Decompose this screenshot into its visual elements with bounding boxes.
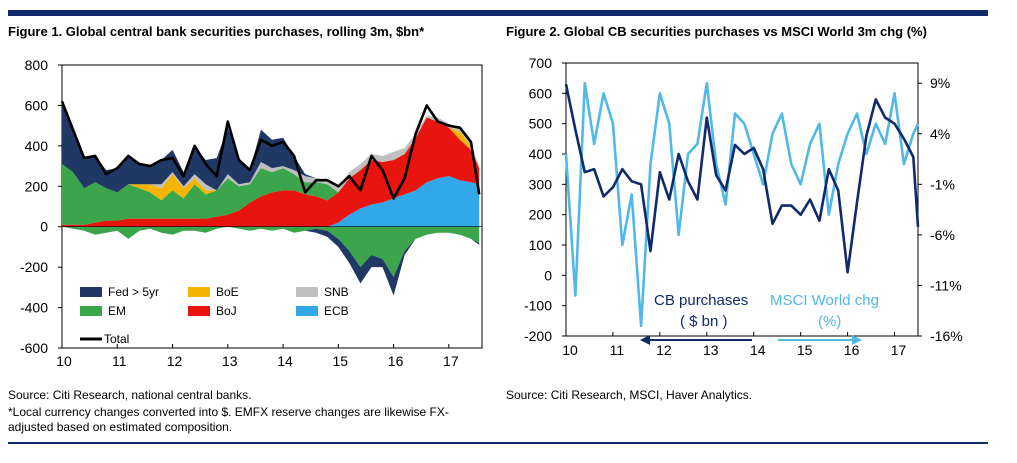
fig1-legend-label-boe: BoE xyxy=(216,285,239,299)
fig1-legend-swatch-ecb xyxy=(296,306,318,316)
fig2-xtick-label: 17 xyxy=(891,342,907,358)
fig1-area-ecb xyxy=(62,176,480,227)
fig1-legend-label-em: EM xyxy=(108,304,126,318)
fig1-legend-label-boj: BoJ xyxy=(216,304,237,318)
fig2-cb-annotation-line1: CB purchases xyxy=(654,292,748,309)
fig1-total-line xyxy=(60,100,481,200)
fig1-area-em-negative- xyxy=(62,226,480,278)
fig2-cb-line xyxy=(564,83,920,274)
fig1-legend-swatch-em xyxy=(80,306,102,316)
fig1-xtick-label: 10 xyxy=(56,353,72,369)
fig1-legend-label-total: Total xyxy=(104,332,129,346)
fig2-msci-line xyxy=(564,81,920,328)
fig1-ytick-label: 0 xyxy=(40,219,48,235)
fig1-area-fed-5yr xyxy=(62,101,480,193)
fig2-cb-annotation-line2: ( $ bn ) xyxy=(680,313,728,330)
fig2-y2tick-label: -1% xyxy=(930,176,955,192)
fig1-ytick-label: 200 xyxy=(25,178,49,194)
fig2-ytick-label: 300 xyxy=(529,176,553,192)
fig2-ytick-label: 400 xyxy=(529,146,553,162)
fig2-y2tick-label: -16% xyxy=(930,328,963,344)
bottom-rule xyxy=(8,442,988,444)
fig2-y2tick-label: -11% xyxy=(930,277,962,293)
fig1-legend-swatch-fed xyxy=(80,287,102,297)
fig1-ytick-label: -200 xyxy=(20,259,48,275)
fig1-legend-swatch-snb xyxy=(296,287,318,297)
fig1-xtick-label: 15 xyxy=(333,353,349,369)
fig2-ytick-label: 0 xyxy=(544,267,552,283)
fig1-area-boj xyxy=(62,117,480,227)
fig2-xtick-label: 16 xyxy=(844,342,860,358)
fig2-xtick-label: 14 xyxy=(750,342,766,358)
top-rule xyxy=(8,10,988,16)
fig2-y2tick-label: -6% xyxy=(930,227,955,243)
fig1-ytick-label: -600 xyxy=(20,340,48,356)
fig2-msci-annotation-line2: (%) xyxy=(818,313,841,330)
fig2-plot-frame xyxy=(565,62,919,337)
fig1-ytick-label: 600 xyxy=(25,97,49,113)
fig1-legend-swatch-boj xyxy=(188,306,210,316)
fig2-xtick-label: 10 xyxy=(562,342,578,358)
fig1-ytick-label: 400 xyxy=(25,138,49,154)
fig2-ytick-label: 100 xyxy=(529,237,553,253)
fig1-ytick-label: -400 xyxy=(20,300,48,316)
fig1-area-em xyxy=(62,117,480,225)
fig2-ytick-label: 700 xyxy=(529,55,553,71)
fig1-xtick-label: 17 xyxy=(443,353,459,369)
fig2-ytick-label: 600 xyxy=(529,85,553,101)
figure1-source: Source: Citi Research, national central … xyxy=(8,388,252,402)
fig1-area-snb xyxy=(62,115,480,193)
fig2-ytick-label: -200 xyxy=(524,328,552,344)
figure2-source: Source: Citi Research, MSCI, Haver Analy… xyxy=(506,388,753,402)
fig2-ytick-label: 500 xyxy=(529,116,553,132)
fig2-y2tick-label: 9% xyxy=(930,75,950,91)
fig2-ytick-label: -100 xyxy=(524,298,552,314)
fig2-msci-arrow-head xyxy=(852,335,862,345)
fig1-xtick-label: 16 xyxy=(388,353,404,369)
figure1-title: Figure 1. Global central bank securities… xyxy=(8,24,425,39)
fig1-xtick-label: 11 xyxy=(112,353,127,369)
fig1-legend-label-snb: SNB xyxy=(324,285,349,299)
fig2-xtick-label: 12 xyxy=(656,342,672,358)
fig1-xtick-label: 12 xyxy=(167,353,183,369)
fig2-y2tick-label: 4% xyxy=(930,126,950,142)
figure1-footnote-line2: adjusted based on estimated composition. xyxy=(8,420,233,434)
fig2-msci-annotation-line1: MSCI World chg xyxy=(770,292,879,309)
fig1-legend-label-fed: Fed > 5yr xyxy=(108,285,159,299)
fig1-ytick-label: 800 xyxy=(25,57,49,73)
fig2-ytick-label: 200 xyxy=(529,207,553,223)
fig1-xtick-label: 13 xyxy=(222,353,238,369)
fig2-xtick-label: 11 xyxy=(610,342,625,358)
figure2-title: Figure 2. Global CB securities purchases… xyxy=(506,24,927,39)
fig1-legend-label-ecb: ECB xyxy=(324,304,349,318)
fig2-xtick-label: 15 xyxy=(797,342,813,358)
fig2-cb-arrow-head xyxy=(640,335,650,345)
fig1-legend-swatch-boe xyxy=(188,287,210,297)
fig1-xtick-label: 14 xyxy=(277,353,293,369)
fig2-xtick-label: 13 xyxy=(703,342,719,358)
figure1-footnote-line1: *Local currency changes converted into $… xyxy=(8,405,449,419)
